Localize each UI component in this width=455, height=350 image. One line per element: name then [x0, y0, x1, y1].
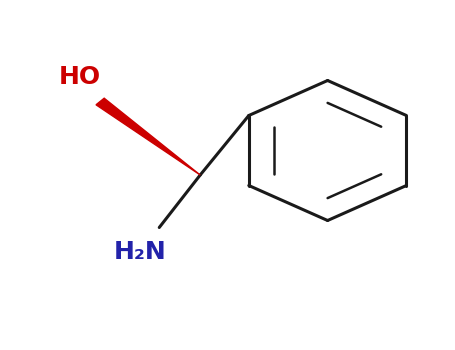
- Text: H₂N: H₂N: [114, 240, 167, 264]
- Text: HO: HO: [59, 65, 101, 89]
- Polygon shape: [96, 98, 200, 175]
